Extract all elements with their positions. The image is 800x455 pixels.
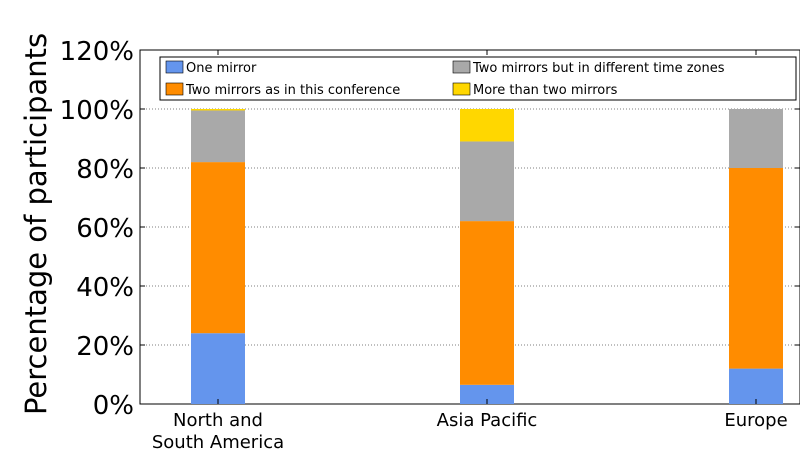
bar-segment [460, 384, 514, 404]
y-tick-label: 100% [60, 96, 134, 126]
y-tick-label: 60% [76, 214, 134, 244]
legend-label: Two mirrors but in different time zones [472, 61, 725, 76]
legend-swatch [452, 82, 471, 96]
bar-segment [460, 109, 514, 142]
plot-area: 0% 20% 40% 60% 80% 100% 120% North and South Am… [60, 37, 800, 453]
bar-segment [729, 168, 783, 369]
x-tick-label: North and South America [152, 410, 284, 453]
bar-segment [191, 109, 245, 111]
x-axis: North and South America Asia Pacific Europe [152, 50, 788, 453]
y-tick-label: 20% [76, 332, 134, 362]
y-axis: 0% 20% 40% 60% 80% 100% 120% [60, 37, 800, 421]
legend-box [159, 56, 797, 101]
legend-label: Two mirrors as in this conference [185, 83, 400, 98]
y-tick-label: 80% [76, 155, 134, 185]
legend: One mirror Two mirrors as in this confere… [159, 56, 797, 101]
bar-segment [729, 109, 783, 168]
bar-segment [191, 333, 245, 404]
y-tick-label: 0% [93, 391, 134, 421]
y-tick-label: 120% [60, 37, 134, 67]
bar-segment [460, 141, 514, 222]
y-tick-label: 40% [76, 273, 134, 303]
bar-segment [729, 368, 783, 404]
legend-swatch [165, 82, 184, 96]
legend-swatch [452, 60, 471, 74]
y-axis-label: Percentage of participants [19, 33, 53, 415]
legend-label: One mirror [186, 61, 257, 76]
bar-segment [191, 162, 245, 334]
legend-swatch [165, 60, 184, 74]
bars [191, 109, 783, 404]
x-tick-label: Asia Pacific [437, 410, 538, 431]
x-tick-label: Europe [724, 410, 787, 431]
bar-segment [460, 221, 514, 385]
bar-segment [191, 110, 245, 163]
legend-label: More than two mirrors [473, 83, 618, 98]
